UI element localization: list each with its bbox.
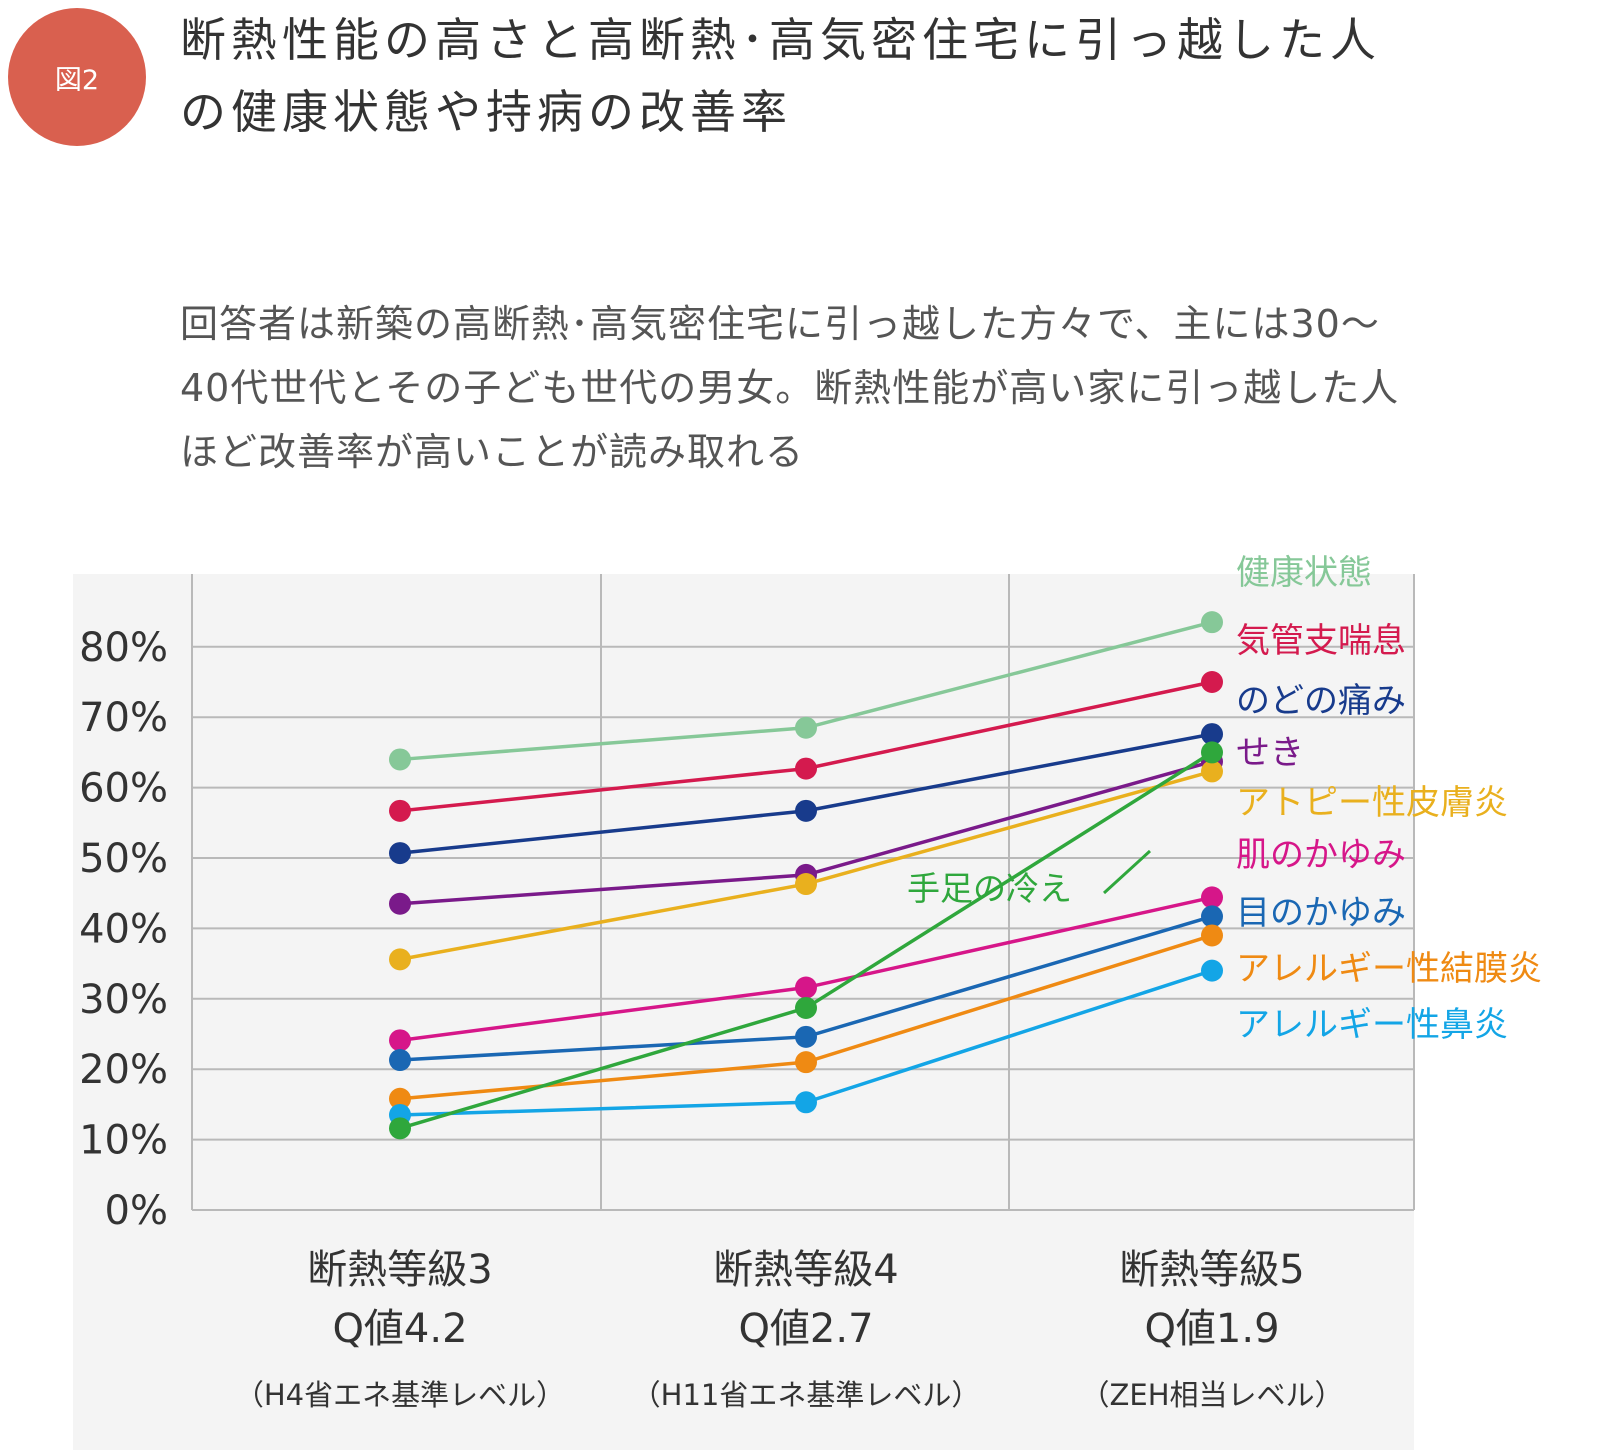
series-label: 気管支喘息	[1236, 621, 1406, 661]
data-point	[795, 716, 817, 739]
data-point	[389, 842, 411, 865]
series-line	[399, 680, 1213, 813]
series-label: 肌のかゆみ	[1236, 835, 1406, 875]
y-tick-label: 70%	[79, 695, 168, 741]
data-point	[389, 892, 411, 915]
series-line	[399, 620, 1213, 762]
y-tick-label: 40%	[79, 906, 168, 952]
data-point	[795, 996, 817, 1019]
data-point	[795, 757, 817, 780]
series-label: のどの痛み	[1236, 681, 1406, 721]
y-tick-label: 30%	[79, 977, 168, 1023]
series-label: 健康状態	[1236, 553, 1372, 593]
series-callout-label: 手足の冷え	[907, 869, 1072, 908]
x-category-note: （H11省エネ基準レベル）	[632, 1378, 981, 1412]
data-point	[1201, 924, 1223, 947]
callout-leader-line	[1102, 849, 1152, 895]
data-point	[795, 873, 817, 896]
x-category-label: 断熱等級4	[713, 1247, 898, 1293]
x-category-label: 断熱等級3	[307, 1247, 492, 1293]
data-point	[1201, 611, 1223, 634]
chart-title: 断熱性能の高さと高断熱･高気密住宅に引っ越した人の健康状態や持病の改善率	[180, 13, 1381, 139]
y-tick-label: 10%	[79, 1118, 168, 1164]
x-category-q-value: Q値1.9	[1144, 1306, 1279, 1352]
figure-badge: 図2	[8, 8, 146, 146]
data-point	[1201, 741, 1223, 764]
series-line	[399, 732, 1213, 855]
data-point	[389, 1117, 411, 1140]
data-point	[1201, 905, 1223, 928]
data-point	[389, 948, 411, 971]
x-category-note: （H4省エネ基準レベル）	[235, 1378, 565, 1412]
data-point	[389, 1049, 411, 1072]
chart-panel	[73, 574, 1414, 1450]
data-point	[1201, 671, 1223, 693]
data-point	[795, 799, 817, 822]
series-label: 目のかゆみ	[1236, 893, 1406, 933]
y-tick-label: 60%	[79, 766, 168, 812]
data-point	[389, 748, 411, 771]
series-label: せき	[1236, 733, 1304, 773]
y-tick-label: 20%	[79, 1047, 168, 1093]
chart-description: 回答者は新築の高断熱･高気密住宅に引っ越した方々で、主には30～40代世代とその…	[180, 302, 1400, 474]
y-tick-label: 50%	[79, 836, 168, 882]
data-point	[795, 1051, 817, 1074]
x-category-q-value: Q値2.7	[738, 1306, 873, 1352]
data-point	[389, 799, 411, 822]
data-point	[389, 1029, 411, 1052]
data-point	[795, 976, 817, 999]
series-label: アトピー性皮膚炎	[1236, 783, 1508, 823]
data-point	[1201, 886, 1223, 909]
data-point	[795, 1091, 817, 1114]
x-category-q-value: Q値4.2	[332, 1306, 467, 1352]
y-tick-label: 0%	[105, 1188, 168, 1234]
series-label: アレルギー性鼻炎	[1236, 1005, 1508, 1045]
x-category-label: 断熱等級5	[1119, 1247, 1304, 1293]
series-label: アレルギー性結膜炎	[1236, 949, 1542, 989]
data-point	[1201, 723, 1223, 746]
data-point	[389, 1087, 411, 1110]
data-point	[795, 1025, 817, 1048]
x-category-note: （ZEH相当レベル）	[1081, 1378, 1344, 1412]
data-point	[1201, 760, 1223, 783]
y-tick-label: 80%	[79, 625, 168, 671]
data-point	[1201, 959, 1223, 982]
